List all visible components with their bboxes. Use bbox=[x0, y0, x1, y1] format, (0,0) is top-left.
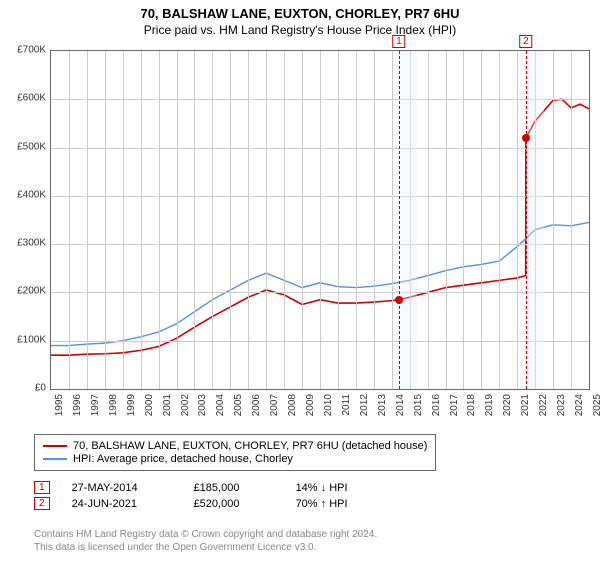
x-axis-tick: 2023 bbox=[556, 394, 567, 416]
x-axis-tick: 2020 bbox=[502, 394, 513, 416]
y-axis-tick: £400K bbox=[6, 189, 46, 200]
y-axis-tick: £100K bbox=[6, 334, 46, 345]
x-axis-tick: 2003 bbox=[197, 394, 208, 416]
footer-attribution: Contains HM Land Registry data © Crown c… bbox=[34, 528, 377, 554]
x-axis-tick: 2007 bbox=[269, 394, 280, 416]
x-axis-tick: 2018 bbox=[466, 394, 477, 416]
sale-marker-label: 2 bbox=[519, 35, 533, 48]
sale-row: 2 24-JUN-2021 £520,000 70% ↑ HPI bbox=[34, 497, 376, 510]
x-axis-tick: 2002 bbox=[180, 394, 191, 416]
x-axis-tick: 2010 bbox=[323, 394, 334, 416]
legend-label: 70, BALSHAW LANE, EUXTON, CHORLEY, PR7 6… bbox=[73, 440, 427, 452]
x-axis-tick: 2011 bbox=[341, 394, 352, 416]
sale-number-box: 2 bbox=[34, 497, 50, 510]
x-axis-tick: 2017 bbox=[449, 394, 460, 416]
x-axis-tick: 2000 bbox=[144, 394, 155, 416]
x-axis-tick: 2016 bbox=[431, 394, 442, 416]
chart-subtitle: Price paid vs. HM Land Registry's House … bbox=[0, 23, 600, 37]
x-axis-tick: 2008 bbox=[287, 394, 298, 416]
sale-row: 1 27-MAY-2014 £185,000 14% ↓ HPI bbox=[34, 481, 376, 494]
y-axis-tick: £700K bbox=[6, 45, 46, 56]
sale-marker-dot bbox=[395, 296, 403, 304]
chart-area: 12 £0£100K£200K£300K£400K£500K£600K£700K… bbox=[8, 50, 592, 426]
x-axis-tick: 1995 bbox=[54, 394, 65, 416]
x-axis-tick: 2005 bbox=[233, 394, 244, 416]
x-axis-tick: 2012 bbox=[359, 394, 370, 416]
footer-line-2: This data is licensed under the Open Gov… bbox=[34, 541, 377, 554]
x-axis-tick: 2022 bbox=[538, 394, 549, 416]
x-axis-tick: 2009 bbox=[305, 394, 316, 416]
y-axis-tick: £500K bbox=[6, 141, 46, 152]
y-axis-tick: £0 bbox=[6, 383, 46, 394]
y-axis-tick: £600K bbox=[6, 93, 46, 104]
x-axis-tick: 2014 bbox=[395, 394, 406, 416]
legend-swatch bbox=[43, 458, 67, 460]
legend-swatch bbox=[43, 445, 67, 447]
sale-date: 27-MAY-2014 bbox=[72, 482, 172, 494]
sale-marker-line bbox=[399, 51, 400, 389]
sale-price: £185,000 bbox=[194, 482, 274, 494]
legend-row: HPI: Average price, detached house, Chor… bbox=[43, 453, 427, 465]
sales-table: 1 27-MAY-2014 £185,000 14% ↓ HPI 2 24-JUN-202… bbox=[34, 478, 376, 513]
footer-line-1: Contains HM Land Registry data © Crown c… bbox=[34, 528, 377, 541]
x-axis-tick: 2004 bbox=[215, 394, 226, 416]
x-axis-tick: 2013 bbox=[377, 394, 388, 416]
shaded-region bbox=[399, 51, 417, 389]
x-axis-tick: 2024 bbox=[574, 394, 585, 416]
x-axis-tick: 1999 bbox=[126, 394, 137, 416]
sale-price: £520,000 bbox=[194, 498, 274, 510]
sale-delta: 70% ↑ HPI bbox=[296, 498, 376, 510]
y-axis-tick: £300K bbox=[6, 238, 46, 249]
sale-marker-label: 1 bbox=[392, 35, 406, 48]
sale-marker-line bbox=[526, 51, 527, 389]
sale-date: 24-JUN-2021 bbox=[72, 498, 172, 510]
x-axis-tick: 2025 bbox=[592, 394, 600, 416]
x-axis-tick: 2021 bbox=[520, 394, 531, 416]
legend: 70, BALSHAW LANE, EUXTON, CHORLEY, PR7 6… bbox=[34, 434, 436, 471]
sale-number-box: 1 bbox=[34, 481, 50, 494]
x-axis-tick: 1996 bbox=[72, 394, 83, 416]
chart-container: 70, BALSHAW LANE, EUXTON, CHORLEY, PR7 6… bbox=[0, 6, 600, 566]
sale-delta: 14% ↓ HPI bbox=[296, 482, 376, 494]
x-axis-tick: 2001 bbox=[162, 394, 173, 416]
shaded-region bbox=[526, 51, 544, 389]
y-axis-tick: £200K bbox=[6, 286, 46, 297]
legend-row: 70, BALSHAW LANE, EUXTON, CHORLEY, PR7 6… bbox=[43, 440, 427, 452]
legend-label: HPI: Average price, detached house, Chor… bbox=[73, 453, 293, 465]
chart-title: 70, BALSHAW LANE, EUXTON, CHORLEY, PR7 6… bbox=[0, 6, 600, 21]
x-axis-tick: 1997 bbox=[90, 394, 101, 416]
sale-marker-dot bbox=[522, 134, 530, 142]
x-axis-tick: 2019 bbox=[484, 394, 495, 416]
plot-area: 12 bbox=[50, 50, 590, 390]
x-axis-tick: 1998 bbox=[108, 394, 119, 416]
x-axis-tick: 2006 bbox=[251, 394, 262, 416]
x-axis-tick: 2015 bbox=[413, 394, 424, 416]
